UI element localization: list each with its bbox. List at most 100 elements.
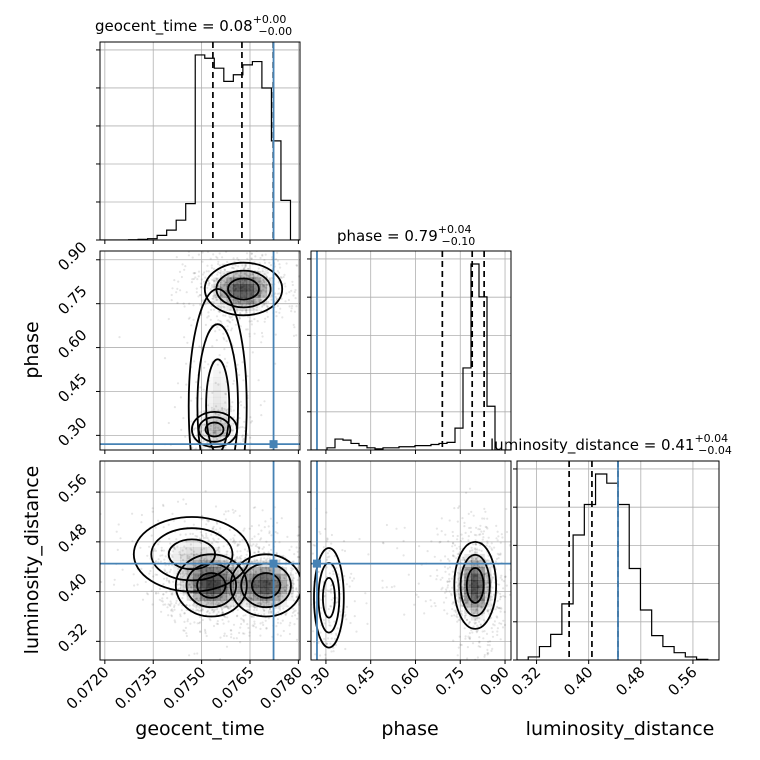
density-cell (220, 396, 228, 404)
sample-point (403, 613, 406, 616)
sample-point (472, 625, 475, 628)
sample-point (213, 279, 216, 282)
sample-point (451, 586, 454, 589)
sample-point (274, 258, 278, 261)
sample-point (163, 577, 166, 580)
sample-point (474, 552, 477, 555)
panel-geocent_time-phase (96, 250, 301, 454)
sample-point (169, 590, 172, 593)
sample-point (291, 586, 294, 590)
sample-point (263, 601, 266, 604)
density-cell (280, 580, 288, 588)
sample-point (341, 549, 344, 552)
density-cell (226, 304, 234, 312)
sample-point (160, 549, 163, 552)
panels (96, 41, 720, 664)
sample-point (484, 581, 488, 584)
sample-point (184, 435, 187, 438)
sample-point (500, 574, 503, 577)
sample-point (212, 599, 215, 602)
sample-point (206, 558, 209, 561)
sample-point (279, 276, 282, 279)
sample-point (232, 590, 235, 593)
sample-point (443, 565, 447, 569)
density-cell (200, 573, 208, 581)
sample-point (464, 602, 467, 605)
sample-point (243, 299, 246, 303)
sample-point (463, 616, 467, 619)
sample-point (170, 608, 174, 611)
sample-point (256, 606, 259, 609)
sample-point (464, 576, 467, 579)
sample-point (269, 517, 272, 520)
sample-point (214, 296, 218, 299)
sample-point (201, 260, 204, 263)
sample-point (254, 612, 257, 615)
sample-point (165, 579, 168, 582)
sample-point (185, 540, 188, 543)
density-cell (260, 580, 268, 588)
sample-point (213, 599, 217, 602)
sample-point (131, 540, 134, 543)
sample-point (176, 545, 179, 548)
sample-point (201, 568, 204, 571)
density-cell (206, 600, 214, 608)
sample-point (486, 540, 489, 543)
sample-point (249, 436, 252, 439)
sample-point (245, 274, 248, 277)
sample-point (279, 608, 282, 612)
density-cell (273, 587, 281, 594)
sample-point (258, 300, 261, 303)
sample-point (236, 544, 239, 547)
sample-point (194, 427, 197, 430)
sample-point (223, 560, 226, 563)
sample-point (467, 512, 470, 516)
density-cell (213, 410, 221, 418)
sample-point (457, 646, 460, 649)
sample-point (482, 600, 485, 603)
sample-point (199, 427, 202, 431)
sample-point (456, 538, 459, 541)
density-cell (226, 270, 234, 278)
sample-point (239, 325, 242, 328)
sample-point (253, 609, 256, 612)
sample-point (288, 624, 291, 627)
sample-point (259, 256, 262, 260)
sample-point (199, 569, 202, 572)
density-cell (206, 416, 214, 424)
sample-point (463, 592, 466, 596)
density-cell (186, 547, 194, 555)
sample-point (260, 331, 264, 335)
sample-point (223, 432, 226, 435)
sample-point (462, 556, 465, 559)
sample-point (484, 596, 487, 599)
sample-point (297, 612, 300, 615)
sample-point (198, 600, 201, 603)
sample-point (267, 551, 270, 554)
sample-point (488, 640, 492, 643)
sample-point (237, 302, 240, 305)
sample-point (224, 510, 227, 513)
sample-point (197, 295, 200, 298)
sample-point (495, 537, 498, 540)
sample-point (233, 565, 237, 568)
sample-point (260, 568, 263, 571)
sample-point (288, 305, 291, 308)
sample-point (215, 438, 219, 441)
sample-point (203, 557, 207, 560)
sample-point (462, 595, 466, 598)
sample-point (150, 534, 153, 537)
sample-point (218, 413, 221, 417)
density-cell (193, 567, 201, 575)
sample-point (330, 605, 333, 608)
sample-point (216, 363, 219, 366)
sample-point (232, 537, 235, 540)
sample-point (473, 622, 477, 625)
sample-point (480, 605, 483, 608)
sample-point (181, 575, 184, 578)
sample-point (468, 583, 471, 587)
sample-point (220, 408, 223, 411)
sample-point (275, 552, 278, 556)
sample-point (417, 595, 420, 599)
sample-point (262, 288, 265, 291)
